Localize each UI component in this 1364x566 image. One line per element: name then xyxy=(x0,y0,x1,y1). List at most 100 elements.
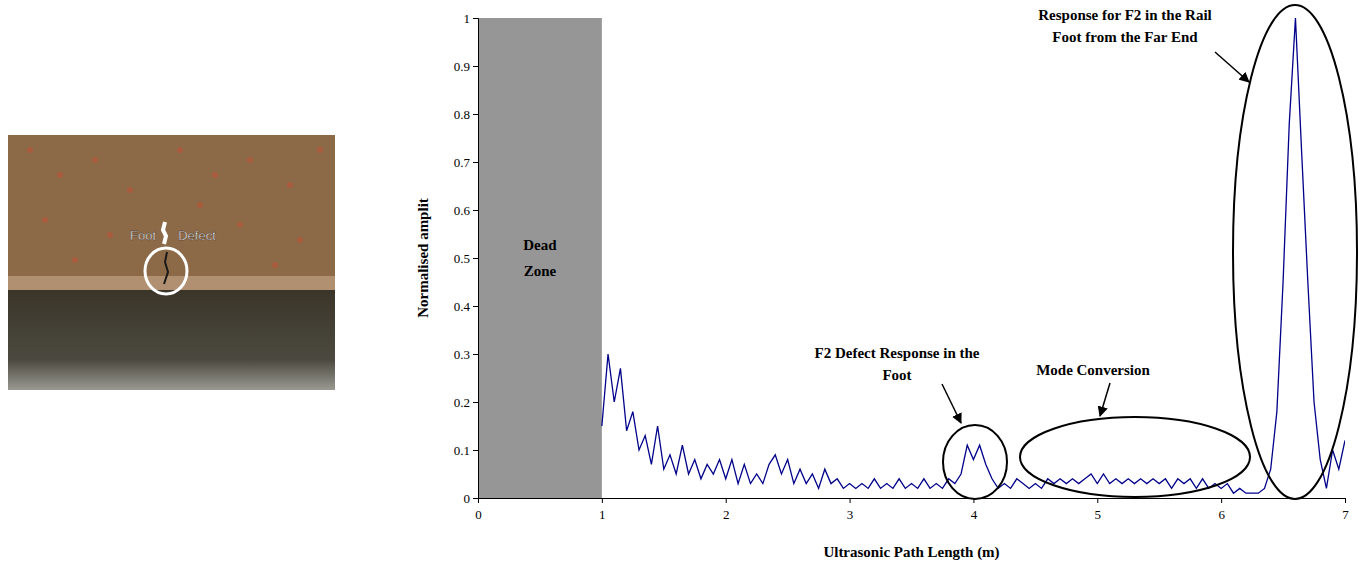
x-axis: 0 1 2 3 4 5 6 7 xyxy=(475,498,1349,522)
rust-spot xyxy=(27,147,33,153)
y-tick-label: 0.5 xyxy=(454,251,470,266)
annotation-arrow xyxy=(1100,383,1110,416)
x-tick: 1 xyxy=(599,498,606,522)
y-tick-mark xyxy=(473,114,478,115)
y-tick-mark xyxy=(473,18,478,19)
rust-spot xyxy=(237,222,243,228)
rail-foot xyxy=(8,290,335,390)
tspan: Foot xyxy=(882,367,911,383)
y-tick: 0.7 xyxy=(454,155,478,170)
x-axis-line xyxy=(479,499,1346,504)
x-tick-mark xyxy=(726,498,727,503)
annotation-ellipse xyxy=(943,425,1007,499)
x-tick-label: 0 xyxy=(475,507,482,522)
rail-surface xyxy=(8,135,335,285)
labels: Dead Zone xyxy=(523,237,557,279)
x-tick: 7 xyxy=(1342,498,1349,522)
y-tick-label: 1 xyxy=(464,11,471,26)
y-tick: 0.8 xyxy=(454,107,478,122)
y-tick-label: 0.6 xyxy=(454,203,471,218)
y-tick-label: 0.9 xyxy=(454,59,470,74)
x-tick: 2 xyxy=(723,498,730,522)
rust-spot xyxy=(197,202,203,208)
rust-spot xyxy=(272,262,278,268)
y-axis-line xyxy=(473,19,479,499)
annotation-text: Mode Conversion xyxy=(1036,362,1150,378)
y-tick: 1 xyxy=(464,11,479,26)
annotation-arrow xyxy=(1215,52,1249,82)
y-tick-label: 0.2 xyxy=(454,395,470,410)
rust-spot xyxy=(247,157,253,163)
annotation-text: Response for F2 in the Rail Foot from the… xyxy=(1038,7,1211,45)
tspan: Foot from the Far End xyxy=(1052,29,1198,45)
y-axis-title: Normalised amplit xyxy=(415,198,431,318)
crack xyxy=(164,252,168,284)
y-tick-mark xyxy=(473,210,478,211)
defect-circle xyxy=(145,248,187,294)
rust-spot xyxy=(92,157,98,163)
y-tick: 0.6 xyxy=(454,203,478,218)
x-tick-label: 3 xyxy=(847,507,854,522)
y-tick-label: 0.1 xyxy=(454,443,470,458)
y-tick-mark xyxy=(473,450,478,451)
region-label: Dead Zone xyxy=(523,237,557,279)
rust-spot xyxy=(317,147,323,153)
rust-spot xyxy=(212,172,218,178)
plot-area xyxy=(478,18,1345,498)
y-tick: 0.4 xyxy=(454,299,478,314)
y-tick-mark xyxy=(473,306,478,307)
y-tick-label: 0.3 xyxy=(454,347,470,362)
rust-spot xyxy=(127,187,133,193)
y-tick-mark xyxy=(473,66,478,67)
annotation-text: F2 Defect Response in the Foot xyxy=(815,345,980,383)
y-tick-label: 0 xyxy=(464,491,471,506)
y-tick-label: 0.7 xyxy=(454,155,471,170)
x-tick-mark xyxy=(1221,498,1222,503)
y-tick: 0.9 xyxy=(454,59,478,74)
marker-line xyxy=(163,222,166,244)
y-tick-label: 0.8 xyxy=(454,107,470,122)
annotation-ellipse xyxy=(1020,417,1250,497)
x-tick: 3 xyxy=(847,498,854,522)
rust-spot xyxy=(42,217,48,223)
x-tick-label: 4 xyxy=(971,507,978,522)
rust-spot xyxy=(72,257,78,263)
x-tick: 4 xyxy=(971,498,978,522)
chart-root: FootDefectDeadZone0123456700.10.20.30.40… xyxy=(0,0,1364,566)
tspan: Response for F2 in the Rail xyxy=(1038,7,1211,23)
x-tick: 0 xyxy=(475,498,482,522)
x-tick-label: 5 xyxy=(1095,507,1102,522)
y-axis: 0 0.1 0.2 0.3 0.4 0.5 0.6 0.7 0.8 0.9 1 xyxy=(454,11,479,506)
photo-label: Defect xyxy=(178,228,216,243)
rust-spot xyxy=(177,147,183,153)
x-tick-label: 7 xyxy=(1342,507,1349,522)
photo-label: Foot xyxy=(130,228,156,243)
x-tick-label: 2 xyxy=(723,507,730,522)
y-tick: 0 xyxy=(464,491,479,506)
x-tick-mark xyxy=(850,498,851,503)
y-tick-mark xyxy=(473,258,478,259)
x-axis-title: Ultrasonic Path Length (m) xyxy=(823,544,999,561)
rust-spot xyxy=(107,232,113,238)
y-tick: 0.2 xyxy=(454,395,478,410)
rail-edge xyxy=(8,276,335,290)
y-tick-label: 0.4 xyxy=(454,299,471,314)
rust-spot xyxy=(287,182,293,188)
tspan: Mode Conversion xyxy=(1036,362,1150,378)
rust-spot xyxy=(57,172,63,178)
annotation-ellipse xyxy=(1233,5,1357,499)
y-tick: 0.5 xyxy=(454,251,478,266)
x-tick-mark xyxy=(1097,498,1098,503)
y-tick: 0.1 xyxy=(454,443,478,458)
annotations: F2 Defect Response in the Foot Mode Conver… xyxy=(815,5,1357,499)
x-tick: 5 xyxy=(1095,498,1102,522)
tspan: F2 Defect Response in the xyxy=(815,345,980,361)
tspan: Zone xyxy=(524,263,557,279)
tspan: Dead xyxy=(523,237,557,253)
y-tick-mark xyxy=(473,162,478,163)
x-tick: 6 xyxy=(1218,498,1225,522)
y-tick: 0.3 xyxy=(454,347,478,362)
rust-spot xyxy=(297,237,303,243)
photo: Foot Defect xyxy=(8,135,335,390)
x-tick-mark xyxy=(1345,498,1346,503)
